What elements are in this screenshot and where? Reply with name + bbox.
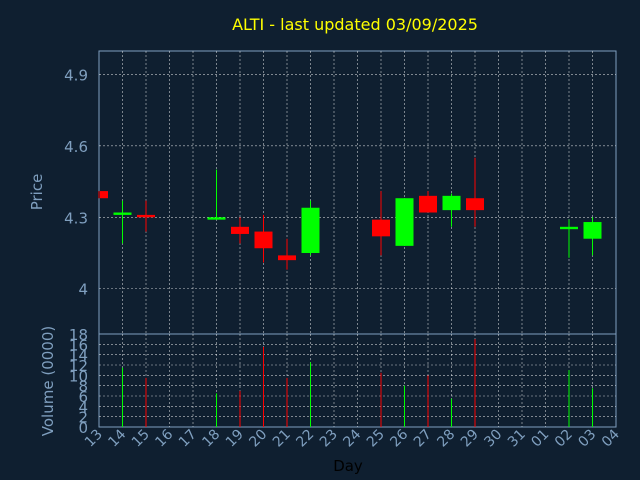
candle-body — [419, 195, 437, 213]
candle-body — [466, 198, 484, 211]
price-axis-label: Price — [28, 174, 46, 211]
candle-body — [254, 231, 273, 249]
volume-tick-label: 6 — [78, 388, 88, 406]
volume-tick-label: 2 — [78, 409, 88, 427]
volume-layer — [122, 339, 593, 427]
candle-body — [395, 198, 414, 246]
price-tick-label: 4.3 — [64, 209, 88, 227]
candle-body — [207, 217, 226, 220]
candle-body — [560, 226, 578, 230]
candle-body — [100, 191, 108, 199]
candle-layer — [98, 157, 602, 270]
candle-body — [301, 207, 320, 254]
volume-tick-label: 18 — [69, 326, 88, 344]
x-axis-label: Day — [333, 457, 363, 475]
price-tick-label: 4.6 — [64, 138, 88, 156]
volume-tick-label: 14 — [69, 347, 88, 365]
volume-tick-label: 10 — [69, 367, 88, 385]
price-tick-label: 4 — [78, 281, 88, 299]
chart-title: ALTI - last updated 03/09/2025 — [232, 15, 478, 34]
volume-tick-label: 0 — [78, 419, 88, 437]
volume-tick-label: 4 — [78, 398, 88, 416]
price-tick-label: 4.9 — [64, 66, 88, 84]
volume-axis-label: Volume (0000) — [39, 326, 57, 436]
candle-body — [137, 214, 155, 218]
volume-tick-label: 16 — [69, 336, 88, 354]
candle-body — [113, 212, 132, 215]
candle-body — [231, 226, 249, 234]
candle-body — [372, 219, 390, 237]
candle-body — [278, 255, 296, 261]
volume-tick-label: 8 — [78, 378, 88, 396]
candle-body — [583, 222, 602, 239]
volume-tick-label: 12 — [69, 357, 88, 375]
candle-body — [442, 195, 461, 211]
